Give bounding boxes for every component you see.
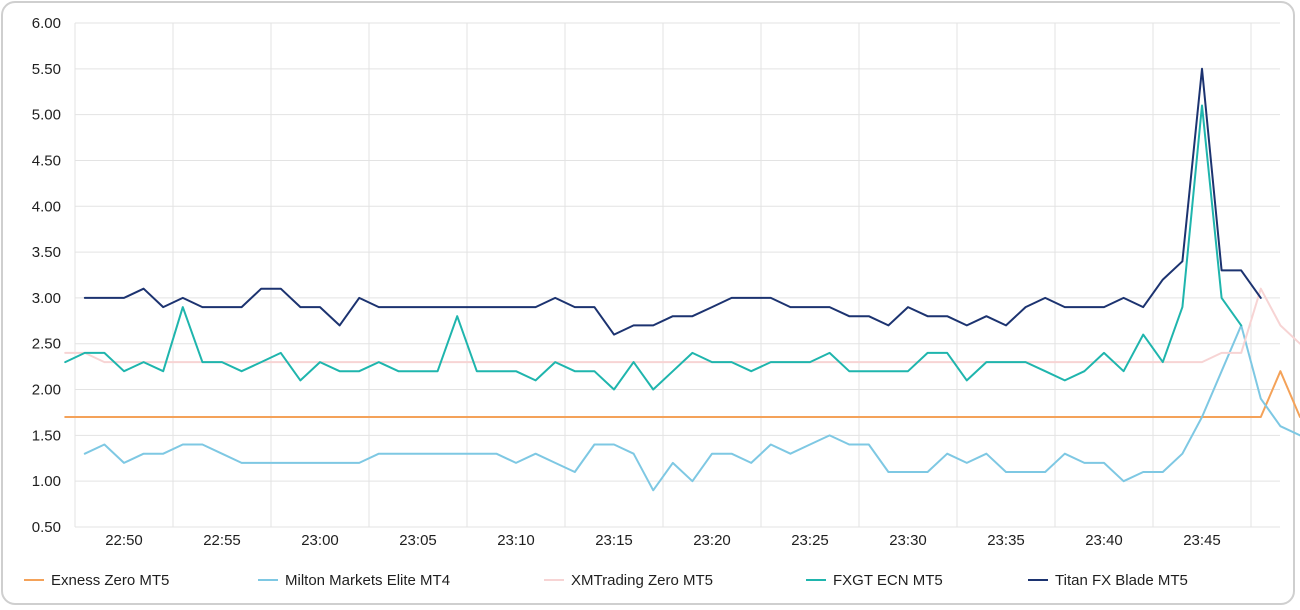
y-tick-label: 1.00	[32, 473, 61, 490]
y-tick-label: 3.50	[32, 244, 61, 261]
series-line-milton-markets-elite-mt4	[83, 324, 1300, 492]
y-tick-label: 0.50	[32, 519, 61, 536]
x-tick-label: 23:45	[1183, 532, 1221, 549]
x-tick-label: 23:25	[791, 532, 829, 549]
y-tick-label: 3.00	[32, 290, 61, 307]
x-tick-label: 23:15	[595, 532, 633, 549]
series-line-exness-zero-mt5	[64, 370, 1300, 418]
x-axis-ticks: 22:50 22:55 23:00 23:05 23:10 23:15 23:20 23:25…	[105, 532, 1221, 549]
x-tick-label: 22:55	[203, 532, 241, 549]
x-tick-label: 23:10	[497, 532, 535, 549]
grid-layer	[74, 22, 1280, 528]
legend: Exness Zero MT5 Milton Markets Elite MT4 X…	[24, 572, 1188, 589]
series-line-fxgt-ecn-mt5	[64, 104, 1243, 391]
x-tick-label: 22:50	[105, 532, 143, 549]
legend-label-exness-zero-mt5: Exness Zero MT5	[51, 572, 169, 589]
legend-label-milton-markets-elite-mt4: Milton Markets Elite MT4	[285, 572, 450, 589]
legend-label-xmtrading-zero-mt5: XMTrading Zero MT5	[571, 572, 713, 589]
y-tick-label: 5.50	[32, 61, 61, 78]
x-tick-label: 23:20	[693, 532, 731, 549]
series-lines	[64, 67, 1300, 492]
x-tick-label: 23:30	[889, 532, 927, 549]
y-tick-label: 4.00	[32, 198, 61, 215]
legend-label-fxgt-ecn-mt5: FXGT ECN MT5	[833, 572, 943, 589]
x-tick-label: 23:05	[399, 532, 437, 549]
x-tick-label: 23:35	[987, 532, 1025, 549]
x-tick-label: 23:40	[1085, 532, 1123, 549]
x-tick-label: 23:00	[301, 532, 339, 549]
y-tick-label: 1.50	[32, 427, 61, 444]
y-tick-label: 2.00	[32, 382, 61, 399]
y-axis-ticks: 6.00 5.50 5.00 4.50 4.00 3.50 3.00 2.50 2.00 1.50…	[32, 15, 61, 536]
legend-label-titan-fx-blade-mt5: Titan FX Blade MT5	[1055, 572, 1188, 589]
y-tick-label: 6.00	[32, 15, 61, 32]
series-line-titan-fx-blade-mt5	[83, 67, 1262, 336]
y-tick-label: 2.50	[32, 336, 61, 353]
y-tick-label: 5.00	[32, 107, 61, 124]
y-tick-label: 4.50	[32, 152, 61, 169]
